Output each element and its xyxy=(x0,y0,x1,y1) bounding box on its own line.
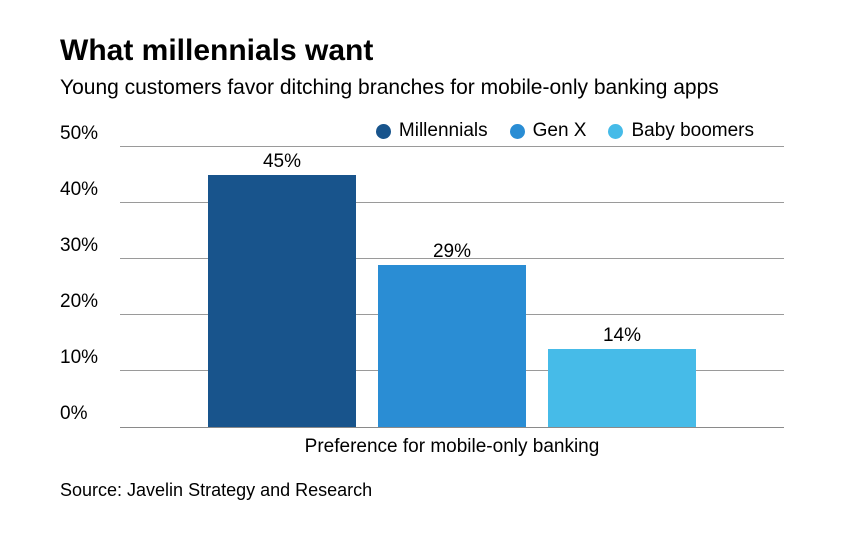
bar-label-boomers: 14% xyxy=(548,325,696,347)
plot-area: 0% 10% 20% 30% 40% 50% 45% 2 xyxy=(120,148,784,428)
legend-item-boomers: Baby boomers xyxy=(608,120,754,142)
gridline-5: 50% xyxy=(120,146,784,147)
y-tick-5: 50% xyxy=(60,123,112,145)
chart-title: What millennials want xyxy=(60,34,784,68)
bar-genx: 29% xyxy=(378,265,526,427)
bars-group: 45% 29% 14% xyxy=(120,148,784,427)
legend: Millennials Gen X Baby boomers xyxy=(60,120,784,142)
chart-area: 0% 10% 20% 30% 40% 50% 45% 2 xyxy=(60,148,784,458)
y-tick-3: 30% xyxy=(60,235,112,257)
legend-swatch-genx xyxy=(510,124,525,139)
bar-label-millennials: 45% xyxy=(208,151,356,173)
legend-label-boomers: Baby boomers xyxy=(631,120,754,142)
y-tick-2: 20% xyxy=(60,291,112,313)
legend-swatch-boomers xyxy=(608,124,623,139)
bar-label-genx: 29% xyxy=(378,241,526,263)
y-tick-1: 10% xyxy=(60,347,112,369)
x-axis-label: Preference for mobile-only banking xyxy=(120,436,784,458)
bar-boomers: 14% xyxy=(548,349,696,427)
legend-label-genx: Gen X xyxy=(533,120,587,142)
y-tick-4: 40% xyxy=(60,179,112,201)
legend-label-millennials: Millennials xyxy=(399,120,488,142)
source-line: Source: Javelin Strategy and Research xyxy=(60,480,784,501)
legend-item-genx: Gen X xyxy=(510,120,587,142)
legend-item-millennials: Millennials xyxy=(376,120,488,142)
legend-swatch-millennials xyxy=(376,124,391,139)
chart-container: What millennials want Young customers fa… xyxy=(0,0,844,521)
y-tick-0: 0% xyxy=(60,403,112,425)
bar-millennials: 45% xyxy=(208,175,356,427)
chart-subtitle: Young customers favor ditching branches … xyxy=(60,74,784,102)
